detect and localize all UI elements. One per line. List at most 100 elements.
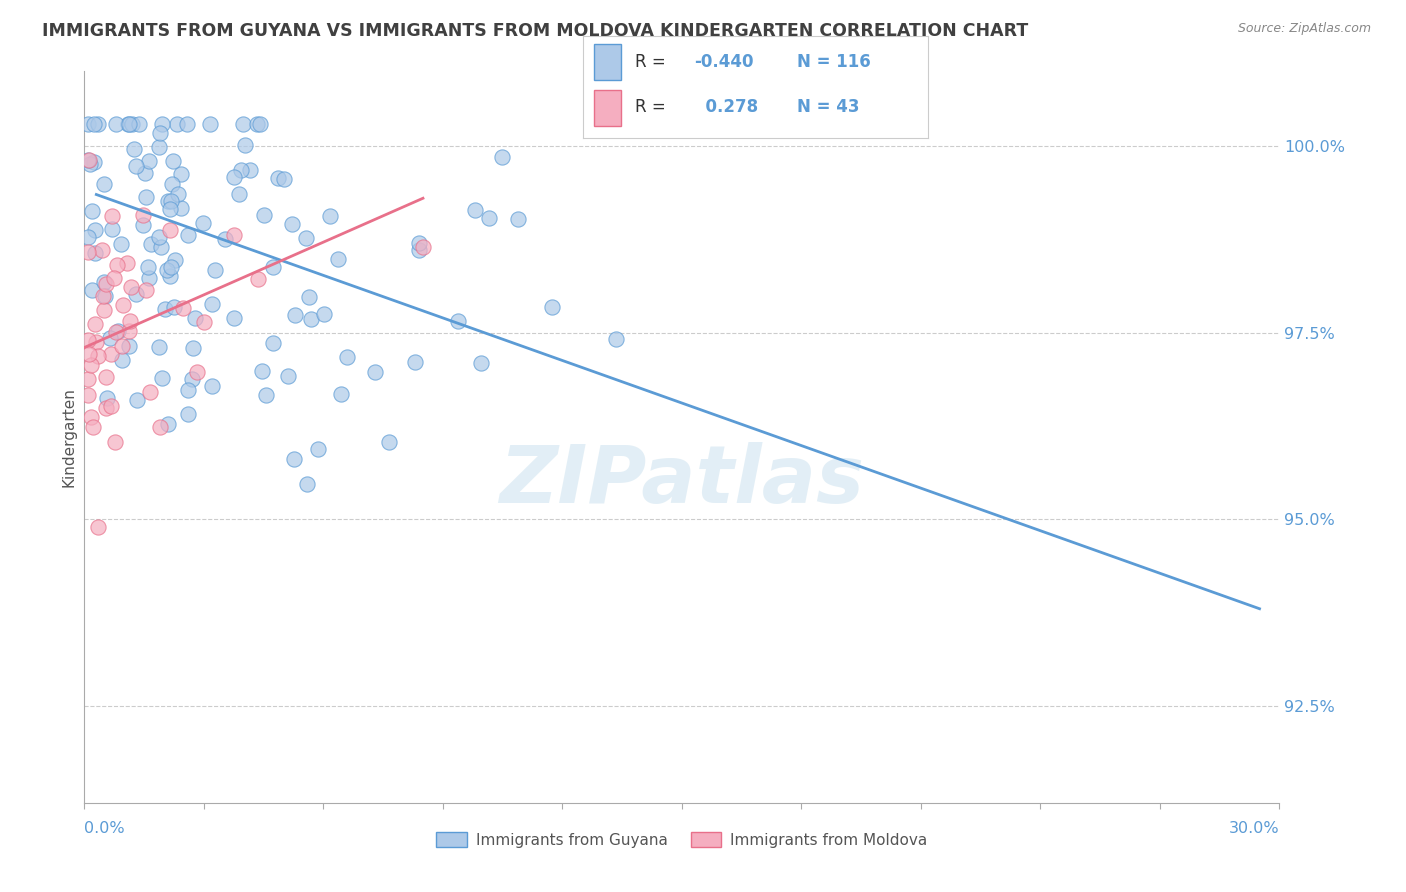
Text: N = 43: N = 43	[797, 98, 859, 117]
Point	[222, 310, 245, 325]
Point	[149, 240, 172, 254]
Point	[176, 117, 198, 131]
Point	[107, 324, 129, 338]
Point	[181, 341, 204, 355]
Bar	[593, 44, 621, 79]
Point	[167, 187, 190, 202]
Point	[96, 401, 118, 416]
Point	[82, 419, 104, 434]
Point	[80, 358, 103, 372]
Point	[201, 379, 224, 393]
Point	[148, 230, 170, 244]
Point	[125, 393, 148, 408]
Point	[233, 137, 256, 152]
Point	[412, 239, 434, 253]
Point	[163, 253, 186, 268]
Point	[404, 354, 426, 368]
Point	[464, 203, 486, 218]
Point	[254, 388, 277, 402]
Point	[191, 216, 214, 230]
Point	[299, 312, 322, 326]
Point	[77, 117, 100, 131]
Point	[267, 170, 290, 185]
Text: 0.278: 0.278	[693, 98, 758, 117]
Point	[115, 255, 138, 269]
Point	[79, 157, 101, 171]
Point	[408, 235, 430, 250]
Bar	[593, 90, 621, 126]
Point	[326, 252, 349, 266]
Point	[222, 227, 245, 242]
Point	[408, 244, 430, 258]
Point	[94, 370, 117, 384]
Point	[186, 365, 208, 379]
Point	[138, 270, 160, 285]
Point	[364, 365, 387, 379]
Point	[252, 208, 274, 222]
Point	[87, 117, 110, 131]
Point	[77, 153, 100, 168]
Point	[103, 271, 125, 285]
Point	[87, 350, 110, 364]
Point	[228, 187, 250, 202]
Point	[478, 211, 501, 225]
Point	[77, 371, 100, 385]
Point	[181, 372, 204, 386]
Point	[148, 340, 170, 354]
Point	[98, 331, 121, 345]
Point	[84, 317, 107, 331]
Point	[101, 209, 124, 223]
Point	[153, 302, 176, 317]
Point	[91, 289, 114, 303]
Point	[246, 272, 269, 286]
Point	[122, 142, 145, 156]
Point	[105, 117, 128, 131]
Point	[170, 201, 193, 215]
Point	[84, 335, 107, 350]
Point	[93, 303, 115, 318]
Point	[229, 162, 252, 177]
Point	[149, 419, 172, 434]
Point	[120, 279, 142, 293]
Legend: Immigrants from Guyana, Immigrants from Moldova: Immigrants from Guyana, Immigrants from …	[430, 825, 934, 854]
Point	[94, 289, 117, 303]
Point	[96, 391, 118, 405]
Point	[277, 368, 299, 383]
Point	[204, 263, 226, 277]
Point	[159, 269, 181, 284]
Point	[77, 333, 100, 347]
Point	[159, 202, 181, 216]
Point	[149, 126, 172, 140]
Text: R =: R =	[636, 54, 666, 71]
Text: R =: R =	[636, 98, 666, 117]
Text: -0.440: -0.440	[693, 54, 754, 71]
Point	[446, 314, 468, 328]
Point	[120, 314, 142, 328]
Point	[93, 275, 115, 289]
Point	[319, 209, 342, 223]
Point	[90, 243, 112, 257]
Point	[86, 520, 108, 534]
Point	[141, 237, 163, 252]
Point	[298, 290, 321, 304]
Point	[135, 190, 157, 204]
Point	[249, 117, 271, 131]
Point	[118, 117, 141, 131]
Point	[491, 149, 513, 163]
Text: Source: ZipAtlas.com: Source: ZipAtlas.com	[1237, 22, 1371, 36]
Point	[163, 300, 186, 314]
Point	[105, 258, 128, 272]
Point	[84, 223, 107, 237]
Point	[157, 194, 180, 208]
Point	[307, 442, 329, 457]
Point	[128, 117, 150, 131]
Point	[139, 384, 162, 399]
Point	[470, 356, 492, 370]
Point	[77, 229, 100, 244]
Point	[100, 347, 122, 361]
Point	[138, 154, 160, 169]
Point	[83, 246, 105, 260]
Point	[157, 417, 180, 432]
Point	[214, 232, 236, 246]
Point	[150, 117, 173, 131]
